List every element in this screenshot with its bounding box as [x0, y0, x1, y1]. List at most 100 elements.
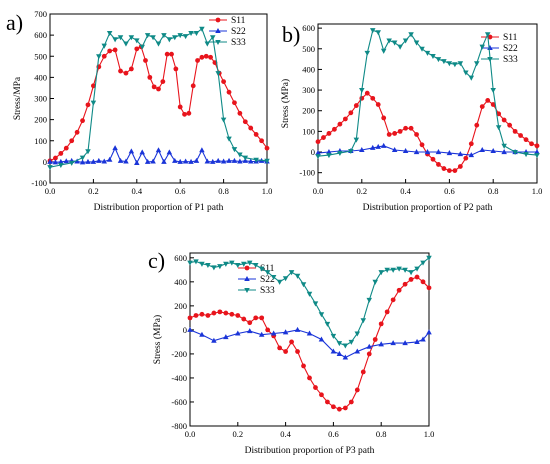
data-point: [182, 34, 189, 40]
data-point: [74, 129, 80, 135]
y-tick-label: 400: [302, 64, 315, 74]
data-point: [134, 38, 140, 44]
series-s33: [315, 28, 540, 160]
data-point: [436, 162, 441, 167]
data-point: [155, 41, 162, 47]
data-point: [96, 157, 102, 163]
data-point: [490, 147, 496, 154]
data-point: [258, 266, 265, 272]
data-point: [270, 274, 277, 281]
data-point: [430, 156, 436, 162]
data-point: [172, 35, 178, 41]
data-point: [396, 287, 402, 293]
y-tick-label: 500: [302, 44, 315, 54]
data-point: [139, 44, 145, 50]
data-point: [187, 260, 193, 266]
panel-b: b) 0.0 0.2 0.4 0.6 0.8 1.0 -100 0 100 200 300 400 50…: [280, 22, 542, 213]
series-line: [317, 145, 537, 156]
data-point: [265, 327, 271, 333]
data-point: [264, 270, 271, 276]
data-point: [378, 341, 384, 347]
data-point: [392, 131, 398, 136]
data-point: [237, 110, 243, 116]
data-point: [199, 147, 205, 153]
data-point: [364, 90, 370, 96]
data-point: [306, 291, 313, 297]
data-point: [381, 115, 387, 121]
data-point: [353, 103, 359, 108]
legend-label: S11: [231, 16, 246, 26]
y-tick-label: 400: [34, 72, 47, 82]
data-point: [315, 154, 321, 160]
data-point: [408, 270, 414, 276]
data-point: [420, 336, 426, 342]
data-point: [403, 125, 408, 131]
data-point: [364, 50, 371, 56]
data-point: [354, 331, 361, 337]
data-point: [390, 267, 396, 273]
data-point: [217, 264, 223, 270]
data-point: [366, 297, 373, 303]
x-tick-label: 0.6: [175, 186, 186, 196]
data-point: [246, 328, 253, 334]
data-point: [360, 318, 367, 324]
y-tick-label: 300: [302, 85, 315, 95]
data-point: [384, 267, 390, 273]
data-point: [85, 149, 91, 155]
data-point: [391, 146, 398, 153]
data-point: [485, 98, 491, 103]
data-point: [496, 111, 502, 117]
data-point: [123, 70, 129, 76]
data-point: [490, 88, 496, 94]
data-point: [47, 165, 53, 171]
y-tick-label: 100: [302, 126, 315, 136]
data-point: [193, 313, 199, 318]
data-point: [187, 326, 193, 332]
panel-a: a) 0.0 0.2 0.4 0.6 0.8 1.0 -100 0 100 200 300 400 50…: [6, 9, 272, 213]
data-point: [354, 348, 361, 354]
data-point: [495, 125, 502, 131]
data-point: [205, 313, 211, 318]
legend-item-s11: S11: [481, 33, 518, 43]
x-tick-label: 0.8: [376, 429, 387, 439]
data-point: [283, 349, 288, 354]
data-point: [128, 66, 134, 72]
data-point: [402, 267, 408, 273]
data-point: [484, 32, 491, 38]
legend-item-s22: S22: [238, 275, 275, 285]
data-point: [53, 155, 58, 161]
x-tick-label: 0.0: [313, 186, 324, 196]
data-point: [501, 117, 507, 123]
data-point: [369, 28, 376, 34]
data-point: [372, 337, 378, 342]
data-point: [402, 38, 409, 44]
series-s22: [187, 326, 432, 360]
data-point: [258, 331, 265, 337]
data-point: [173, 66, 179, 72]
data-point: [246, 260, 253, 266]
data-point: [487, 34, 493, 40]
data-point: [151, 84, 157, 90]
data-point: [223, 310, 229, 316]
data-point: [369, 144, 376, 150]
x-tick-label: 0.0: [185, 429, 196, 439]
data-point: [408, 125, 414, 131]
data-point: [107, 48, 113, 54]
data-point: [337, 151, 343, 157]
data-point: [375, 102, 381, 107]
data-point: [169, 51, 174, 57]
data-point: [512, 128, 518, 134]
data-point: [424, 149, 431, 155]
data-point: [419, 142, 425, 148]
data-point: [244, 265, 250, 271]
data-point: [294, 326, 301, 332]
data-point: [134, 46, 140, 52]
data-point: [319, 392, 324, 398]
legend-item-s22: S22: [209, 27, 246, 37]
y-axis-label: Stress/MPa: [13, 76, 23, 120]
y-tick-label: 600: [302, 23, 315, 33]
y-tick-label: -200: [171, 349, 187, 359]
data-point: [221, 79, 227, 84]
y-tick-label: 500: [34, 51, 47, 61]
data-point: [90, 100, 97, 106]
